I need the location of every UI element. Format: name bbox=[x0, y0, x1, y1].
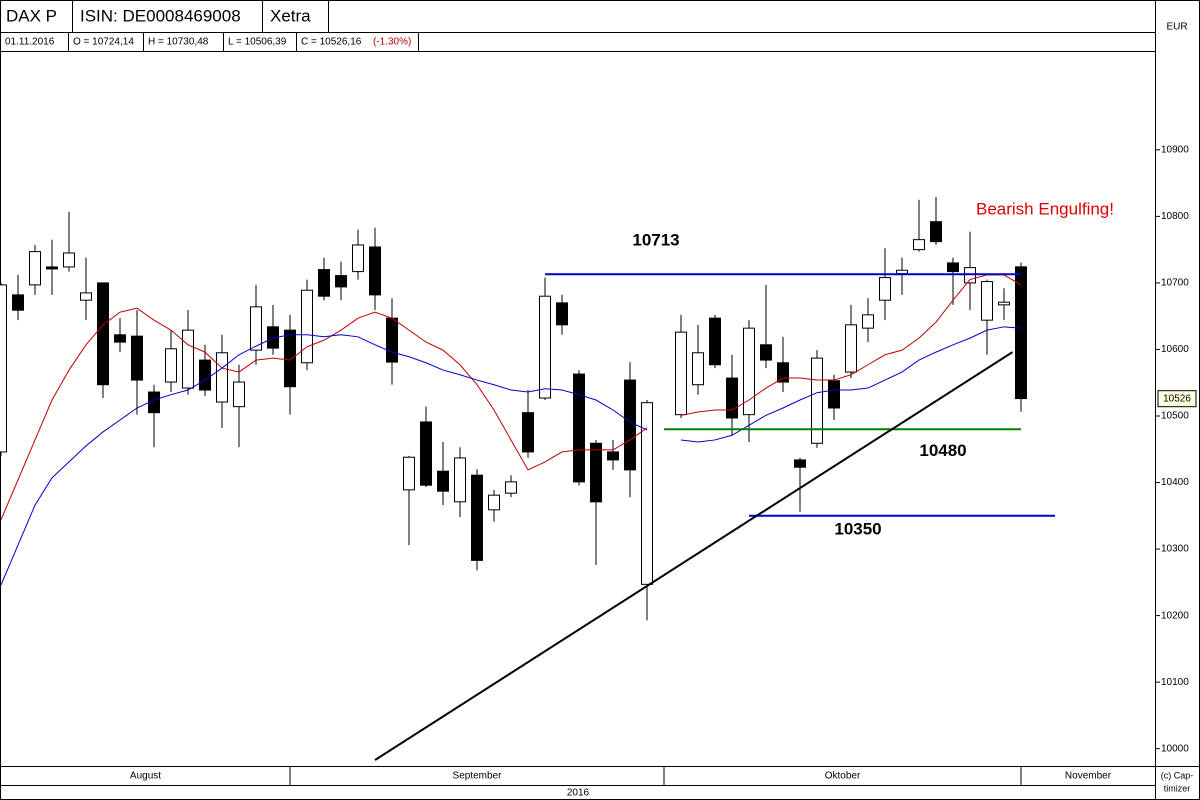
candle-body bbox=[488, 494, 500, 511]
candle-body bbox=[437, 470, 449, 492]
candle-body bbox=[335, 275, 347, 288]
y-tick-label: 10100 bbox=[1161, 677, 1189, 688]
candle-body bbox=[930, 221, 942, 243]
candle-body bbox=[896, 269, 908, 275]
symbol: DAX P bbox=[6, 6, 57, 25]
y-tick-label: 10600 bbox=[1161, 344, 1189, 355]
annotation: Bearish Engulfing! bbox=[976, 199, 1114, 218]
candle-body bbox=[828, 380, 840, 409]
candle-body bbox=[165, 348, 177, 383]
candle-body bbox=[641, 402, 653, 585]
candle-body bbox=[233, 381, 245, 408]
month-label: November bbox=[1065, 771, 1112, 782]
y-tick-label: 10700 bbox=[1161, 278, 1189, 289]
candle-body bbox=[777, 362, 789, 383]
candle-body bbox=[403, 456, 415, 491]
candle-body bbox=[845, 324, 857, 373]
candle-body bbox=[284, 329, 296, 388]
candle-body bbox=[199, 359, 211, 391]
month-label: August bbox=[130, 771, 161, 782]
candle-body bbox=[947, 262, 959, 273]
level-label: 10350 bbox=[834, 519, 881, 538]
trendline bbox=[374, 351, 1014, 761]
candle-body bbox=[369, 246, 381, 296]
y-tick-label: 10500 bbox=[1161, 411, 1189, 422]
change: (-1.30%) bbox=[373, 37, 411, 48]
candle-body bbox=[131, 335, 143, 381]
level-label: 10713 bbox=[632, 231, 679, 250]
candle-body bbox=[0, 284, 7, 453]
exchange: Xetra bbox=[270, 6, 311, 25]
currency: EUR bbox=[1166, 22, 1187, 33]
y-tick-label: 10900 bbox=[1161, 144, 1189, 155]
copyright: (c) Cap- bbox=[1161, 770, 1194, 780]
candle-body bbox=[454, 457, 466, 503]
y-tick-label: 10800 bbox=[1161, 211, 1189, 222]
candle-body bbox=[590, 442, 602, 503]
candle-body bbox=[709, 317, 721, 366]
year-label: 2016 bbox=[567, 788, 590, 799]
candle-body bbox=[505, 481, 517, 494]
price-tag: 10526 bbox=[1163, 393, 1191, 404]
candle-body bbox=[624, 379, 636, 471]
candle-body bbox=[811, 357, 823, 444]
candle-body bbox=[97, 282, 109, 386]
candle-body bbox=[573, 373, 585, 483]
candle-body bbox=[743, 327, 755, 416]
candle-body bbox=[80, 292, 92, 301]
candle-body bbox=[998, 301, 1010, 306]
candle-body bbox=[46, 266, 58, 270]
moving-average bbox=[0, 274, 1022, 520]
candle-body bbox=[879, 277, 891, 301]
candle-body bbox=[386, 317, 398, 363]
isin: ISIN: DE0008469008 bbox=[80, 6, 241, 25]
candle-body bbox=[63, 252, 75, 268]
candle-body bbox=[301, 289, 313, 364]
candle-body bbox=[539, 295, 551, 399]
candle-body bbox=[216, 352, 228, 403]
copyright: timizer bbox=[1164, 783, 1191, 793]
candle-body bbox=[114, 334, 126, 343]
candle-body bbox=[607, 451, 619, 461]
candle-body bbox=[420, 421, 432, 486]
candle-body bbox=[12, 294, 24, 311]
candle-body bbox=[556, 302, 568, 326]
candle-body bbox=[760, 344, 772, 361]
y-tick-label: 10000 bbox=[1161, 743, 1189, 754]
y-tick-label: 10300 bbox=[1161, 544, 1189, 555]
candle-body bbox=[182, 329, 194, 389]
date: 01.11.2016 bbox=[5, 37, 55, 48]
candle-body bbox=[981, 281, 993, 321]
y-tick-label: 10200 bbox=[1161, 610, 1189, 621]
low-value: L = 10506,39 bbox=[228, 37, 287, 48]
candle-body bbox=[471, 474, 483, 561]
candle-body bbox=[675, 331, 687, 416]
level-label: 10480 bbox=[919, 441, 966, 460]
open-value: O = 10724,14 bbox=[73, 37, 134, 48]
candle-body bbox=[352, 244, 364, 273]
moving-average bbox=[0, 326, 1022, 586]
candle-body bbox=[29, 251, 41, 286]
y-tick-label: 10400 bbox=[1161, 477, 1189, 488]
candle-body bbox=[862, 314, 874, 329]
candle-body bbox=[913, 239, 925, 251]
candle-body bbox=[692, 352, 704, 386]
candle-body bbox=[522, 412, 534, 453]
price-tag-box bbox=[1157, 390, 1197, 408]
candle-body bbox=[250, 306, 262, 351]
candle-body bbox=[726, 377, 738, 419]
candle-body bbox=[1015, 266, 1027, 400]
month-label: Oktober bbox=[825, 771, 861, 782]
month-label: September bbox=[453, 771, 503, 782]
close-value: C = 10526,16 bbox=[301, 37, 362, 48]
candle-body bbox=[794, 459, 806, 468]
candle-body bbox=[318, 269, 330, 297]
high-value: H = 10730,48 bbox=[148, 37, 209, 48]
